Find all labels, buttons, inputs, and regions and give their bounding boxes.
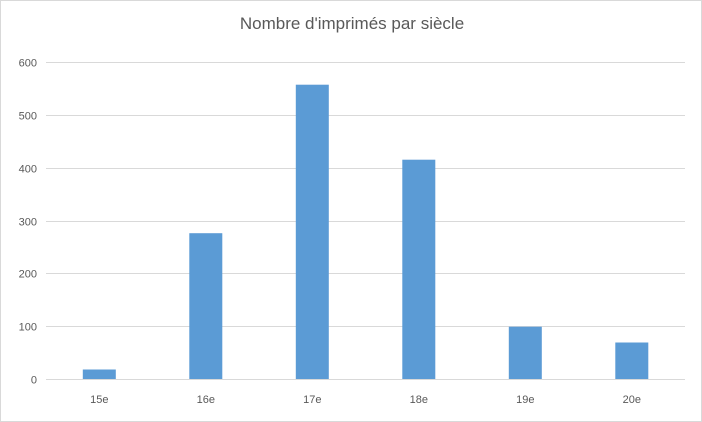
y-tick-label: 100 — [19, 322, 37, 334]
chart-title: Nombre d'imprimés par siècle — [240, 14, 464, 33]
bar-17e — [295, 84, 329, 379]
x-tick-label: 16e — [197, 394, 215, 406]
bar-18e — [402, 159, 436, 379]
bar-15e — [82, 369, 116, 379]
bar-20e — [615, 342, 649, 379]
y-tick-label: 200 — [19, 269, 37, 281]
y-tick-label: 500 — [19, 111, 37, 123]
y-tick-label: 600 — [19, 58, 37, 70]
x-tick-label: 20e — [623, 394, 641, 406]
x-axis-ticks: 15e 16e 17e 18e 19e 20e — [90, 394, 641, 406]
x-tick-label: 18e — [410, 394, 428, 406]
x-tick-label: 15e — [90, 394, 108, 406]
y-tick-label: 300 — [19, 217, 37, 229]
grid-lines — [46, 62, 685, 380]
x-tick-label: 19e — [516, 394, 534, 406]
bars — [82, 84, 649, 379]
bar-16e — [189, 233, 223, 379]
y-axis-ticks: 0 100 200 300 400 500 600 — [19, 58, 37, 387]
y-tick-label: 400 — [19, 164, 37, 176]
x-tick-label: 17e — [303, 394, 321, 406]
y-tick-label: 0 — [31, 375, 37, 387]
bar-19e — [508, 326, 542, 379]
